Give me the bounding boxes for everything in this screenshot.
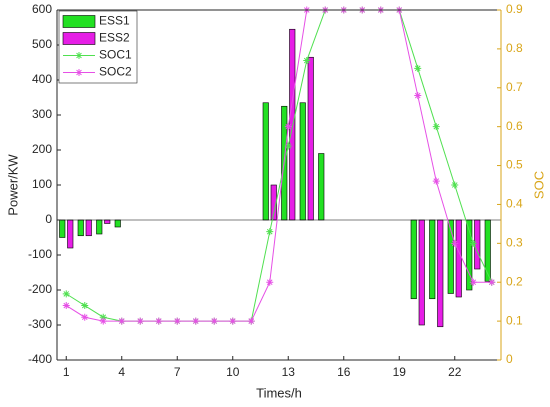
y2-tick-label: 0.1 [506, 313, 523, 327]
bar [114, 219, 121, 228]
marker [414, 92, 422, 100]
legend-label: ESS2 [99, 31, 130, 45]
x-tick-label: 16 [337, 365, 351, 379]
bar [77, 219, 84, 237]
legend-label: SOC1 [99, 48, 132, 62]
x-tick-label: 22 [448, 365, 462, 379]
y2-tick-label: 0.8 [506, 41, 523, 55]
legend-marker [75, 52, 83, 59]
x-tick-label: 4 [118, 365, 125, 379]
marker [62, 290, 70, 298]
marker [136, 317, 144, 325]
y2-tick-label: 0.2 [506, 274, 523, 288]
bar [262, 102, 269, 221]
marker [469, 278, 477, 286]
marker [469, 239, 477, 247]
marker [284, 142, 292, 150]
marker [155, 317, 163, 325]
marker [118, 317, 126, 325]
marker [432, 123, 440, 131]
bar [307, 56, 314, 221]
y-tick-label: 400 [32, 72, 52, 86]
bar [410, 219, 417, 300]
legend-label: SOC2 [99, 65, 132, 79]
y-tick-label: 200 [32, 142, 52, 156]
marker [173, 317, 181, 325]
y-tick-label: 600 [32, 2, 52, 16]
marker [414, 64, 422, 72]
x-tick-label: 7 [174, 365, 181, 379]
legend-swatch [62, 15, 96, 28]
bar [299, 102, 306, 221]
marker [99, 317, 107, 325]
bar [437, 219, 444, 328]
y-axis-label: Power/KW [5, 154, 20, 216]
y-tick-label: 100 [32, 177, 52, 191]
bar [85, 219, 92, 237]
marker [81, 313, 89, 321]
bar [418, 219, 425, 326]
marker [432, 177, 440, 185]
y2-tick-label: 0.9 [506, 2, 523, 16]
y2-tick-label: 0.3 [506, 236, 523, 250]
y-tick-label: 0 [45, 212, 52, 226]
marker [229, 317, 237, 325]
y2-tick-label: 0.5 [506, 158, 523, 172]
marker [451, 239, 459, 247]
marker [284, 123, 292, 131]
bar [67, 219, 74, 249]
marker [99, 313, 107, 321]
marker [303, 57, 311, 65]
x-tick-label: 1 [63, 365, 70, 379]
y-tick-label: 300 [32, 107, 52, 121]
legend-label: ESS1 [99, 14, 130, 28]
y-tick-label: -300 [28, 317, 52, 331]
y-tick-label: -400 [28, 352, 52, 366]
marker [210, 317, 218, 325]
y2-axis-label: SOC [531, 171, 546, 199]
x-axis-label: Times/h [256, 385, 302, 400]
y2-tick-label: 0 [506, 352, 513, 366]
y-tick-label: -200 [28, 282, 52, 296]
marker [266, 228, 274, 236]
marker [81, 302, 89, 310]
marker [192, 317, 200, 325]
bar [455, 219, 462, 298]
bar [484, 219, 491, 282]
marker [62, 302, 70, 310]
bar [474, 219, 481, 270]
marker [266, 278, 274, 286]
y-tick-label: 500 [32, 37, 52, 51]
bar [59, 219, 66, 238]
y2-tick-label: 0.6 [506, 119, 523, 133]
bar [96, 219, 103, 235]
legend-swatch [62, 32, 96, 45]
marker [488, 278, 496, 286]
y2-tick-label: 0.4 [506, 197, 523, 211]
bar [318, 153, 325, 221]
legend-marker [75, 69, 83, 76]
x-tick-label: 19 [393, 365, 407, 379]
bar [104, 219, 111, 224]
y2-tick-label: 0.7 [506, 80, 523, 94]
x-tick-label: 10 [226, 365, 240, 379]
x-tick-label: 13 [282, 365, 296, 379]
y-tick-label: -100 [28, 247, 52, 261]
bar [429, 219, 436, 300]
marker [247, 317, 255, 325]
marker [451, 181, 459, 189]
